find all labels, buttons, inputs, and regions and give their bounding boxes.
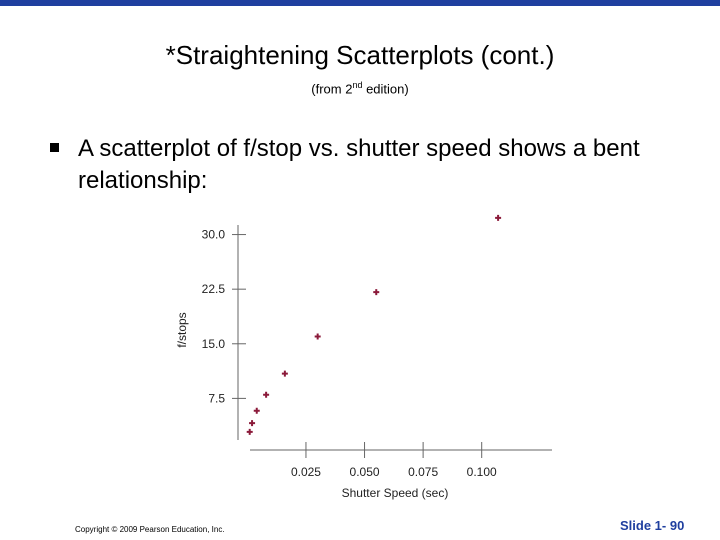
point xyxy=(314,333,321,340)
point xyxy=(249,420,256,427)
top-bar xyxy=(0,0,720,6)
y-axis-label: f/stops xyxy=(175,312,189,347)
slide-number: Slide 1- 90 xyxy=(620,518,685,533)
bullet-marker xyxy=(50,143,59,152)
y-tick-label: 30.0 xyxy=(202,228,226,242)
y-tick-label: 15.0 xyxy=(202,337,226,351)
point xyxy=(253,407,260,414)
point xyxy=(281,370,288,377)
bullet-text: A scatterplot of f/stop vs. shutter spee… xyxy=(78,135,640,194)
slide-title: *Straightening Scatterplots (cont.) xyxy=(165,40,555,70)
x-tick-label: 0.050 xyxy=(350,465,380,479)
x-axis-label: Shutter Speed (sec) xyxy=(342,486,449,500)
y-tick-label: 22.5 xyxy=(202,282,226,296)
x-tick-label: 0.100 xyxy=(467,465,497,479)
point xyxy=(246,428,253,435)
point xyxy=(373,289,380,296)
subtitle: (from 2nd edition) xyxy=(0,80,720,96)
y-tick-label: 7.5 xyxy=(208,391,225,405)
subtitle-text: (from 2 xyxy=(311,81,353,97)
x-tick-label: 0.075 xyxy=(408,465,438,479)
point xyxy=(263,391,270,398)
point xyxy=(495,214,502,221)
superscript: nd xyxy=(352,80,363,90)
subtitle-text: edition) xyxy=(362,81,409,97)
x-tick-label: 0.025 xyxy=(291,465,321,479)
copyright: Copyright © 2009 Pearson Education, Inc. xyxy=(75,525,225,534)
